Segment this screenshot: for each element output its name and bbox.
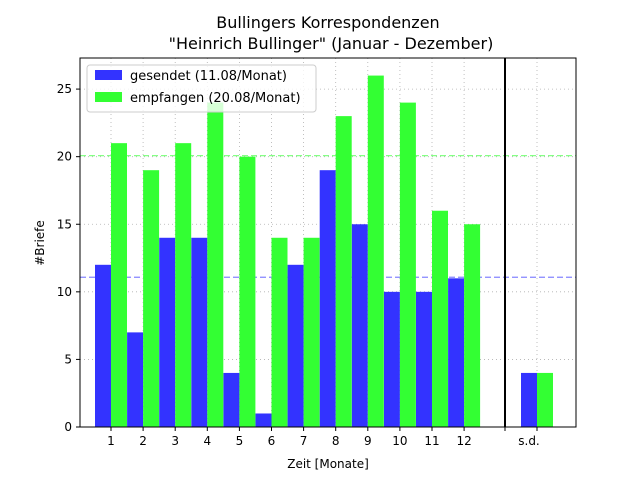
bar-empfangen	[367, 75, 384, 428]
bar-gesendet	[95, 264, 111, 427]
bar-empfangen	[335, 116, 352, 427]
legend-label-empfangen: empfangen (20.08/Monat)	[130, 91, 301, 106]
y-tick-label: 5	[64, 352, 72, 366]
bar-gesendet	[223, 372, 240, 427]
bar-empfangen	[207, 102, 224, 427]
bar-empfangen	[271, 237, 288, 427]
plot-frame	[79, 57, 577, 428]
legend-label-gesendet: gesendet (11.08/Monat)	[130, 69, 287, 84]
bar-gesendet	[448, 278, 465, 427]
legend-box	[86, 64, 317, 113]
chart-title-line2: "Heinrich Bullinger" (Januar - Dezember)	[169, 34, 494, 53]
x-axis-label: Zeit [Monate]	[287, 457, 369, 471]
bar-gesendet-sd	[521, 372, 537, 427]
x-tick-label: 5	[236, 434, 244, 448]
bar-empfangen	[239, 156, 256, 427]
bar-empfangen	[175, 143, 192, 427]
y-tick-label: 15	[57, 217, 72, 231]
legend: gesendet (11.08/Monat) empfangen (20.08/…	[86, 64, 317, 113]
y-tick-label: 10	[57, 285, 72, 299]
x-tick-label: 11	[424, 434, 439, 448]
bar-empfangen	[111, 143, 127, 427]
x-tick-label: 9	[364, 434, 372, 448]
bar-empfangen	[399, 102, 416, 427]
x-tick-label: 3	[171, 434, 179, 448]
bars	[95, 75, 553, 428]
bar-gesendet	[159, 237, 176, 427]
bar-gesendet	[191, 237, 208, 427]
bar-gesendet	[383, 291, 400, 427]
bar-gesendet	[319, 170, 336, 427]
bar-gesendet	[351, 224, 368, 427]
y-axis-ticks: 0 5 10 15 20 25	[57, 82, 80, 434]
legend-swatch-empfangen	[95, 92, 122, 102]
bar-gesendet	[127, 332, 144, 427]
bar-gesendet	[287, 264, 304, 427]
x-tick-label: 6	[268, 434, 276, 448]
bar-empfangen	[464, 224, 481, 427]
x-tick-label: 7	[300, 434, 308, 448]
x-axis-ticks: 1 2 3 4 5 6 7 8 9 10 11 12 s.d.	[107, 427, 540, 448]
y-axis-label: #Briefe	[33, 220, 47, 266]
x-tick-label: 8	[332, 434, 340, 448]
x-tick-label-sd: s.d.	[518, 434, 540, 448]
x-tick-label: 1	[107, 434, 115, 448]
y-tick-label: 25	[57, 82, 72, 96]
x-tick-label: 4	[203, 434, 211, 448]
legend-swatch-gesendet	[95, 70, 122, 80]
bar-empfangen	[432, 210, 448, 427]
bar-gesendet	[255, 413, 272, 427]
chart-title-line1: Bullingers Korrespondenzen	[216, 13, 439, 32]
x-tick-label: 12	[456, 434, 471, 448]
bar-empfangen-sd	[537, 372, 553, 427]
bar-empfangen	[143, 170, 160, 427]
x-tick-label: 10	[392, 434, 407, 448]
y-tick-label: 0	[64, 420, 72, 434]
bar-gesendet	[416, 291, 432, 427]
x-tick-label: 2	[139, 434, 147, 448]
bar-empfangen	[303, 237, 320, 427]
y-tick-label: 20	[57, 150, 72, 164]
